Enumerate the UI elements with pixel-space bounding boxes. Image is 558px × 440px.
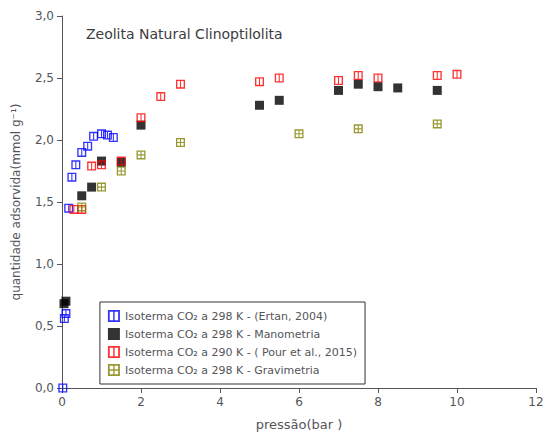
svg-text:Isoterma CO₂ a 298 K - Manomet: Isoterma CO₂ a 298 K - Manometria <box>125 328 320 341</box>
svg-text:0: 0 <box>58 395 66 409</box>
svg-text:Isoterma CO₂ a 290 K - ( Pour: Isoterma CO₂ a 290 K - ( Pour et al., 20… <box>125 346 357 359</box>
svg-text:1,5: 1,5 <box>35 195 54 209</box>
svg-text:Isoterma CO₂ a 298 K - (Ertan,: Isoterma CO₂ a 298 K - (Ertan, 2004) <box>125 310 327 323</box>
svg-text:2,5: 2,5 <box>35 71 54 85</box>
svg-text:8: 8 <box>374 395 382 409</box>
svg-text:1,0: 1,0 <box>35 257 54 271</box>
svg-text:10: 10 <box>449 395 464 409</box>
svg-text:4: 4 <box>216 395 224 409</box>
svg-text:2,0: 2,0 <box>35 133 54 147</box>
svg-text:2: 2 <box>137 395 145 409</box>
svg-text:Zeolita Natural Clinoptilolita: Zeolita Natural Clinoptilolita <box>86 26 283 42</box>
svg-text:12: 12 <box>528 395 543 409</box>
svg-text:Isoterma CO₂ a 298 K - Gravime: Isoterma CO₂ a 298 K - Gravimetria <box>125 364 320 377</box>
svg-text:6: 6 <box>295 395 303 409</box>
svg-text:quantidade adsorvida(mmol g⁻¹): quantidade adsorvida(mmol g⁻¹) <box>9 104 23 301</box>
svg-text:3,0: 3,0 <box>35 9 54 23</box>
svg-text:pressão(bar ): pressão(bar ) <box>256 417 343 432</box>
svg-text:0,0: 0,0 <box>35 381 54 395</box>
svg-text:0,5: 0,5 <box>35 319 54 333</box>
